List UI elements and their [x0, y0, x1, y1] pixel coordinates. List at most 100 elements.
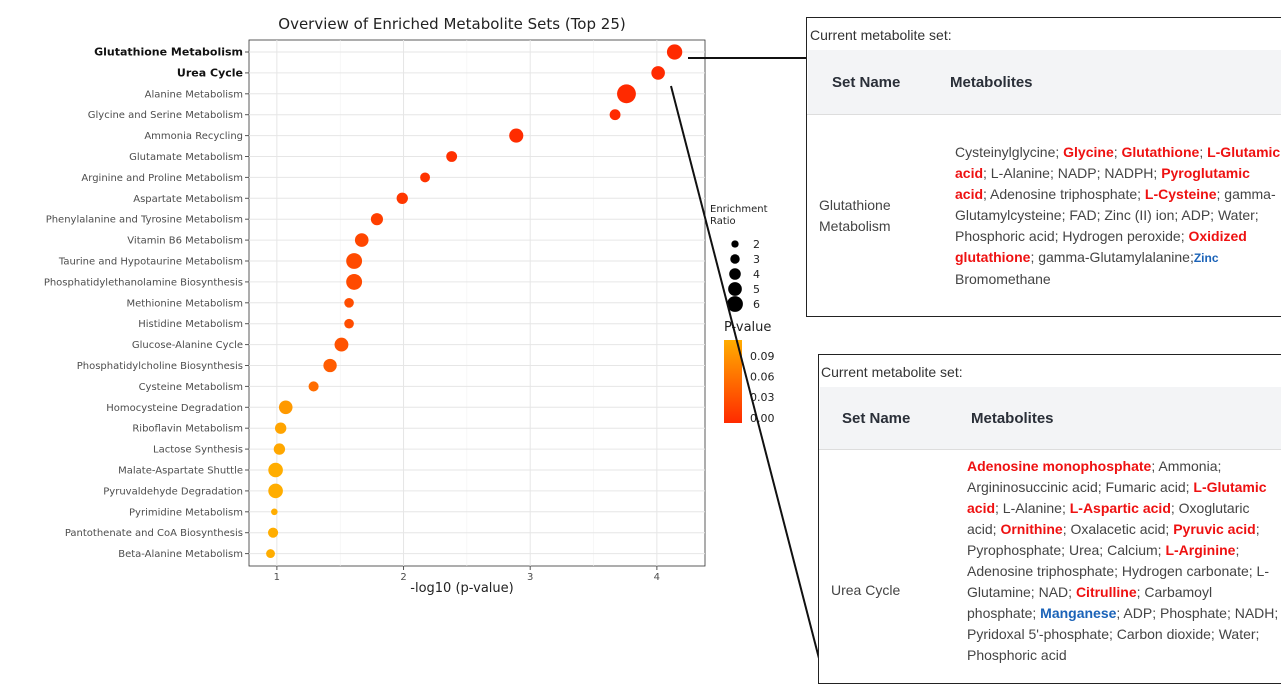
highlighted-metabolite: L-Cysteine: [1144, 186, 1217, 202]
y-tick-label: Pantothenate and CoA Biosynthesis: [65, 528, 243, 539]
size-legend-dot: [728, 282, 742, 296]
highlighted-metabolite: Glutathione: [1121, 144, 1200, 160]
data-point: [266, 549, 275, 559]
y-tick-label: Histidine Metabolism: [138, 319, 243, 330]
data-point: [334, 337, 349, 352]
metabolite-text: ; Adenosine triphosphate; Hydrogen carbo…: [967, 542, 1269, 600]
size-legend-label: 3: [753, 253, 760, 266]
y-tick-label: Phosphatidylcholine Biosynthesis: [77, 361, 243, 372]
size-legend-title-line-2: Ratio: [710, 216, 736, 227]
size-legend-dot: [729, 268, 741, 280]
y-tick-label: Beta-Alanine Metabolism: [118, 549, 243, 560]
metabolite-text: ; L-Alanine;: [995, 500, 1070, 516]
highlighted-metabolite: Pyroglutamic acid: [955, 165, 1250, 202]
data-point: [271, 508, 278, 516]
metabolite-text: Bromomethane: [955, 271, 1051, 287]
y-tick-label: Taurine and Hypotaurine Metabolism: [58, 257, 243, 268]
size-legend-label: 4: [753, 268, 760, 281]
data-point: [268, 527, 279, 538]
y-tick-label: Glucose-Alanine Cycle: [132, 340, 243, 351]
data-point: [609, 109, 621, 121]
col-metabolites-header: Metabolites: [971, 409, 1054, 427]
highlighted-metabolite: L-Arginine: [1165, 542, 1236, 558]
y-tick-label: Glutamate Metabolism: [129, 152, 243, 163]
x-axis-title: -log10 (p-value): [410, 581, 513, 596]
set-name-cell: Glutathione Metabolism: [807, 195, 955, 237]
data-point: [354, 233, 369, 247]
data-point: [323, 358, 337, 373]
metabolite-text: ; Adenosine triphosphate;: [983, 186, 1145, 202]
size-legend-label: 5: [753, 283, 760, 296]
highlighted-metabolite: Citrulline: [1075, 584, 1137, 600]
popup-urea-cycle: Current metabolite set: Set Name Metabol…: [818, 354, 1281, 684]
color-legend-label: 0.06: [750, 371, 775, 384]
highlighted-metabolite: Ornithine: [1000, 521, 1063, 537]
x-tick-label: 2: [400, 572, 406, 583]
y-tick-labels: Glutathione Metabolism Urea Cycle Alanine …: [44, 46, 249, 560]
color-legend-gradient-bar: [724, 340, 742, 423]
highlighted-metabolite-blue: Manganese: [1040, 605, 1117, 621]
y-tick-label: Aspartate Metabolism: [133, 194, 243, 205]
data-point: [396, 192, 408, 204]
data-point: [446, 151, 458, 162]
y-tick-label: Riboflavin Metabolism: [132, 424, 243, 435]
dot-plot-chart: Overview of Enriched Metabolite Sets (To…: [44, 15, 823, 670]
metabolite-text: Cysteinylglycine;: [955, 144, 1064, 160]
data-point: [268, 483, 283, 499]
set-name-line-2: Metabolism: [819, 218, 891, 234]
data-point: [278, 400, 293, 415]
y-tick-label: Alanine Metabolism: [145, 89, 243, 100]
metabolite-text: ; gamma-Glutamylalanine;: [1030, 249, 1194, 265]
metabolites-cell: Cysteinylglycine; Glycine; Glutathione ; …: [955, 142, 1281, 290]
size-legend-label: 6: [753, 298, 760, 311]
col-set-name-header: Set Name: [842, 409, 911, 427]
y-tick-label: Arginine and Proline Metabolism: [81, 173, 243, 184]
y-tick-label: Lactose Synthesis: [153, 445, 243, 456]
data-point: [273, 443, 286, 455]
metabolite-text: ; Oxoglutaric acid;: [967, 500, 1250, 537]
y-tick-label: Urea Cycle: [177, 66, 243, 79]
data-point: [370, 213, 383, 226]
metabolite-text: ; L-Alanine; NADP; NADPH;: [983, 165, 1162, 181]
grid-lines: [249, 40, 705, 566]
callout-lines: [670, 57, 823, 670]
data-point: [651, 66, 665, 80]
data-points: [266, 44, 683, 559]
y-tick-label: Ammonia Recycling: [144, 131, 243, 142]
x-tick-label: 3: [527, 572, 533, 583]
x-tick-labels: 1 2 3 4: [274, 566, 660, 583]
data-point: [344, 318, 354, 329]
metabolite-text: ; Carbamoyl phosphate;: [967, 584, 1213, 621]
chart-title: Overview of Enriched Metabolite Sets (To…: [278, 15, 625, 33]
size-legend-label: 2: [753, 238, 760, 251]
metabolite-text: ;: [1199, 144, 1208, 160]
x-tick-label: 4: [654, 572, 660, 583]
data-point: [274, 422, 287, 434]
y-tick-label: Homocysteine Degradation: [106, 403, 243, 414]
metabolite-text: ; ADP; Phosphate; NADH; Pyridoxal 5'-pho…: [967, 605, 1279, 663]
data-point: [509, 128, 524, 143]
highlighted-metabolite: L-Aspartic acid: [1069, 500, 1171, 516]
popup-glutathione-metabolism: Current metabolite set: Set Name Metabol…: [806, 17, 1281, 317]
y-tick-label: Pyruvaldehyde Degradation: [103, 486, 243, 497]
y-tick-label: Phosphatidylethanolamine Biosynthesis: [44, 277, 243, 288]
size-legend-items: 2 3 4 5 6: [727, 238, 760, 312]
y-tick-label: Pyrimidine Metabolism: [129, 507, 243, 518]
set-name-line-1: Glutathione: [819, 197, 891, 213]
metabolite-text: ; Ammonia; Argininosuccinic acid; Fumari…: [967, 458, 1222, 495]
data-point: [346, 273, 363, 290]
size-legend-dot: [731, 240, 739, 248]
size-legend-dot: [727, 296, 743, 312]
data-point: [344, 298, 354, 308]
y-tick-label: Malate-Aspartate Shuttle: [118, 466, 243, 477]
highlighted-metabolite: Oxidized glutathione: [955, 228, 1247, 265]
y-tick-label: Vitamin B6 Metabolism: [127, 236, 243, 247]
color-legend-title: P-value: [724, 320, 771, 335]
data-point: [420, 172, 430, 183]
y-tick-label: Glutathione Metabolism: [94, 46, 243, 59]
data-point: [268, 462, 283, 478]
size-legend-dot: [730, 254, 740, 264]
popup-caption: Current metabolite set:: [810, 27, 952, 43]
popup-table-header: Set Name Metabolites: [808, 50, 1281, 114]
